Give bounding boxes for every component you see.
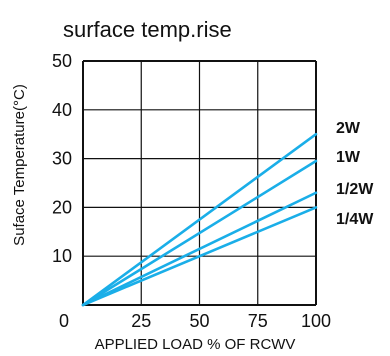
series-layer bbox=[81, 132, 318, 307]
y-tick-label: 20 bbox=[52, 197, 72, 217]
series-line-2w bbox=[81, 132, 318, 307]
series-label: 1/2W bbox=[336, 181, 374, 198]
series-label: 2W bbox=[336, 120, 361, 137]
y-tick-label: 10 bbox=[52, 246, 72, 266]
tick-layer: 0 25 50 75 100 10 20 30 40 50 bbox=[52, 51, 331, 331]
x-tick-label: 0 bbox=[59, 311, 69, 331]
series-line-1-4w bbox=[81, 206, 318, 307]
series-line-1w bbox=[81, 159, 318, 307]
y-tick-label: 50 bbox=[52, 51, 72, 71]
y-tick-label: 30 bbox=[52, 149, 72, 169]
x-tick-label: 75 bbox=[248, 311, 268, 331]
x-tick-label: 100 bbox=[301, 311, 331, 331]
y-tick-label: 40 bbox=[52, 100, 72, 120]
chart-title: surface temp.rise bbox=[63, 17, 232, 42]
series-label-layer: 2W 1W 1/2W 1/4W bbox=[336, 120, 374, 228]
series-label: 1W bbox=[336, 149, 361, 166]
grid-layer bbox=[82, 60, 317, 306]
series-label: 1/4W bbox=[336, 211, 374, 228]
x-axis-title: APPLIED LOAD % OF RCWV bbox=[95, 336, 296, 353]
x-tick-label: 50 bbox=[189, 311, 209, 331]
x-tick-label: 25 bbox=[131, 311, 151, 331]
series-line-1-2w bbox=[81, 191, 318, 307]
y-axis-title: Suface Temperature(°C) bbox=[11, 84, 28, 246]
